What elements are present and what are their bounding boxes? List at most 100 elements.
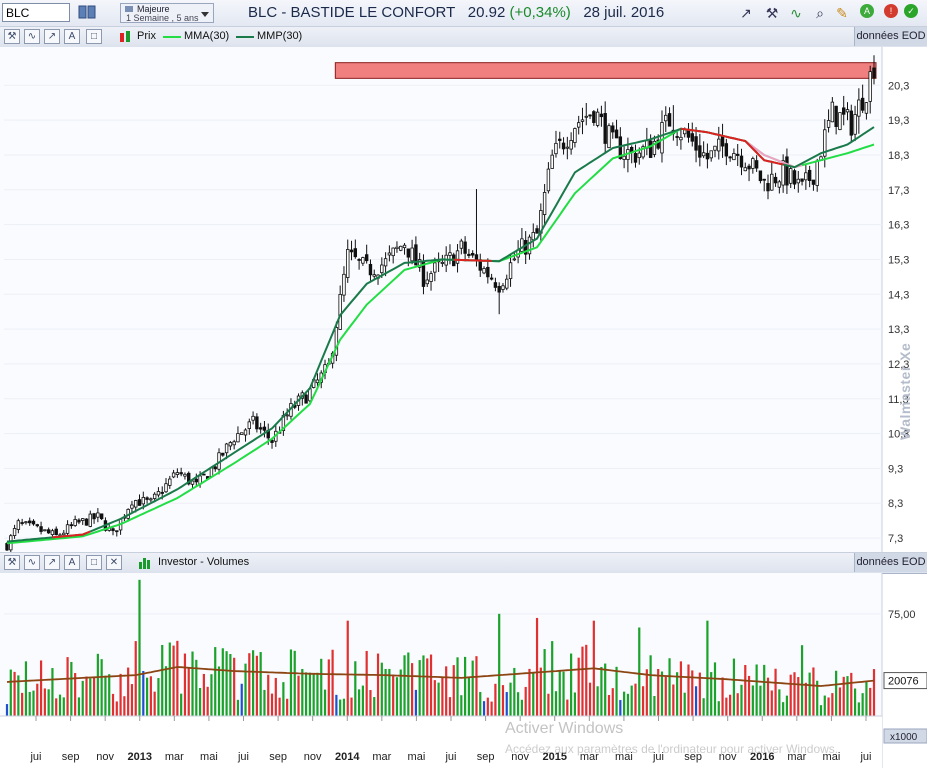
draw-icon[interactable]: ↗ [44, 29, 60, 44]
price-candle [792, 168, 797, 190]
window-icon[interactable]: □ [86, 555, 102, 570]
draw-icon[interactable]: ↗ [44, 555, 60, 570]
book-icon[interactable] [78, 4, 96, 20]
status-ok-icon[interactable]: ✓ [904, 4, 918, 18]
date-tick-label: nov [719, 751, 737, 763]
symbol-input[interactable] [2, 3, 70, 22]
volume-bar [532, 672, 535, 716]
date-tick-label: 2015 [543, 751, 567, 763]
price-candle [713, 145, 717, 158]
date-tick-label: 2014 [335, 751, 360, 763]
volume-bar [437, 682, 440, 716]
magnify-icon[interactable]: ⌕ [816, 5, 824, 21]
top-toolbar: Majeure 1 Semaine , 5 ans BLC - BASTIDE … [0, 0, 927, 27]
price-candle [739, 148, 744, 176]
volume-bar [827, 697, 830, 716]
price-tick-label: 17,3 [888, 185, 909, 197]
price-candle [149, 497, 153, 503]
price-candle [550, 149, 554, 169]
volume-bar [808, 672, 811, 716]
volume-bar [111, 693, 115, 716]
indicator-icon[interactable]: ∿ [24, 555, 40, 570]
volume-bar [142, 671, 145, 716]
price-candle [247, 418, 252, 435]
volume-bar [350, 697, 353, 716]
price-candle [115, 530, 119, 537]
price-tick-label: 16,3 [888, 220, 909, 232]
tools-icon[interactable]: ⚒ [765, 5, 779, 21]
candle-legend-icon [120, 31, 130, 42]
volume-bar [429, 654, 433, 716]
price-candle [285, 408, 289, 421]
activate-windows-title: Activer Windows [505, 720, 624, 737]
volume-bar [505, 692, 508, 716]
volume-bar [130, 684, 134, 716]
volume-bar [153, 691, 156, 716]
price-candle [554, 130, 558, 158]
price-candle [622, 146, 626, 169]
tools-icon[interactable]: ⚒ [4, 555, 20, 570]
price-candle [258, 422, 263, 434]
volume-bar [441, 677, 444, 716]
volume-bar [13, 671, 16, 716]
price-candle [872, 55, 876, 85]
volume-bar [316, 672, 319, 716]
close-icon[interactable]: ✕ [106, 555, 122, 570]
price-candle [618, 127, 623, 160]
price-candle [255, 413, 259, 433]
volume-bar [660, 671, 664, 716]
resistance-zone[interactable] [334, 62, 877, 79]
tools-icon[interactable]: ⚒ [4, 29, 20, 44]
price-candle [183, 472, 187, 480]
price-candle [736, 143, 740, 167]
price-candle [758, 170, 763, 184]
price-candle [28, 517, 32, 526]
price-candle [73, 515, 77, 527]
price-candle [698, 133, 702, 167]
pencil-icon[interactable]: ✎ [836, 5, 848, 21]
volume-bar [9, 669, 12, 716]
price-candle [705, 143, 710, 169]
volume-bar [331, 649, 334, 716]
alert-red-icon[interactable]: ! [884, 4, 898, 18]
mmp-legend-swatch [236, 36, 254, 38]
volume-bar [755, 664, 758, 716]
legend-mmp: MMP(30) [257, 30, 303, 42]
date-tick-label: nov [511, 751, 529, 763]
price-candle [569, 132, 573, 155]
text-icon[interactable]: A [64, 555, 80, 570]
volume-bar [725, 697, 728, 716]
mmp30-line-segment [680, 127, 784, 166]
price-candle [130, 500, 134, 513]
trendline-icon[interactable]: ↗ [740, 5, 752, 21]
volume-bar [471, 660, 474, 716]
volume-panel-toolbar: ⚒ ∿ ↗ A □ ✕ Investor - Volumes données E… [0, 552, 927, 574]
price-chart[interactable]: 7,3 8,3 9,3 10,3 11,3 12,3 13,3 14,3 15,3 16,3 17,… [0, 47, 927, 552]
price-candle [228, 441, 233, 451]
volume-bar [710, 672, 713, 716]
price-candle [766, 174, 770, 200]
volume-chart[interactable]: 75,00 20076 x1000 jui sep nov 2013 mar mai jui sep… [0, 573, 927, 768]
price-candle [425, 271, 429, 288]
volume-bar [672, 684, 675, 716]
price-candle [221, 452, 225, 457]
period-selector[interactable]: Majeure 1 Semaine , 5 ans [120, 3, 214, 23]
price-candle [482, 266, 486, 275]
window-icon[interactable]: □ [86, 29, 102, 44]
volume-bar [524, 686, 527, 716]
price-candle [785, 148, 789, 194]
volume-bar [5, 704, 9, 716]
price-candle [527, 234, 532, 260]
price-candle [410, 239, 414, 265]
indicator-icon[interactable]: ∿ [790, 5, 802, 21]
indicator-icon[interactable]: ∿ [24, 29, 40, 44]
text-icon[interactable]: A [64, 29, 80, 44]
alert-green-icon[interactable]: A [860, 4, 874, 18]
volume-bar [687, 664, 690, 716]
price-candle [171, 469, 176, 479]
volume-bar [694, 686, 698, 716]
volume-bar [804, 682, 807, 716]
price-panel-toolbar: ⚒ ∿ ↗ A □ Prix MMA(30) MMP(30) données E… [0, 26, 927, 48]
price-candle [96, 508, 100, 523]
price-tick-label: 9,3 [888, 463, 903, 475]
